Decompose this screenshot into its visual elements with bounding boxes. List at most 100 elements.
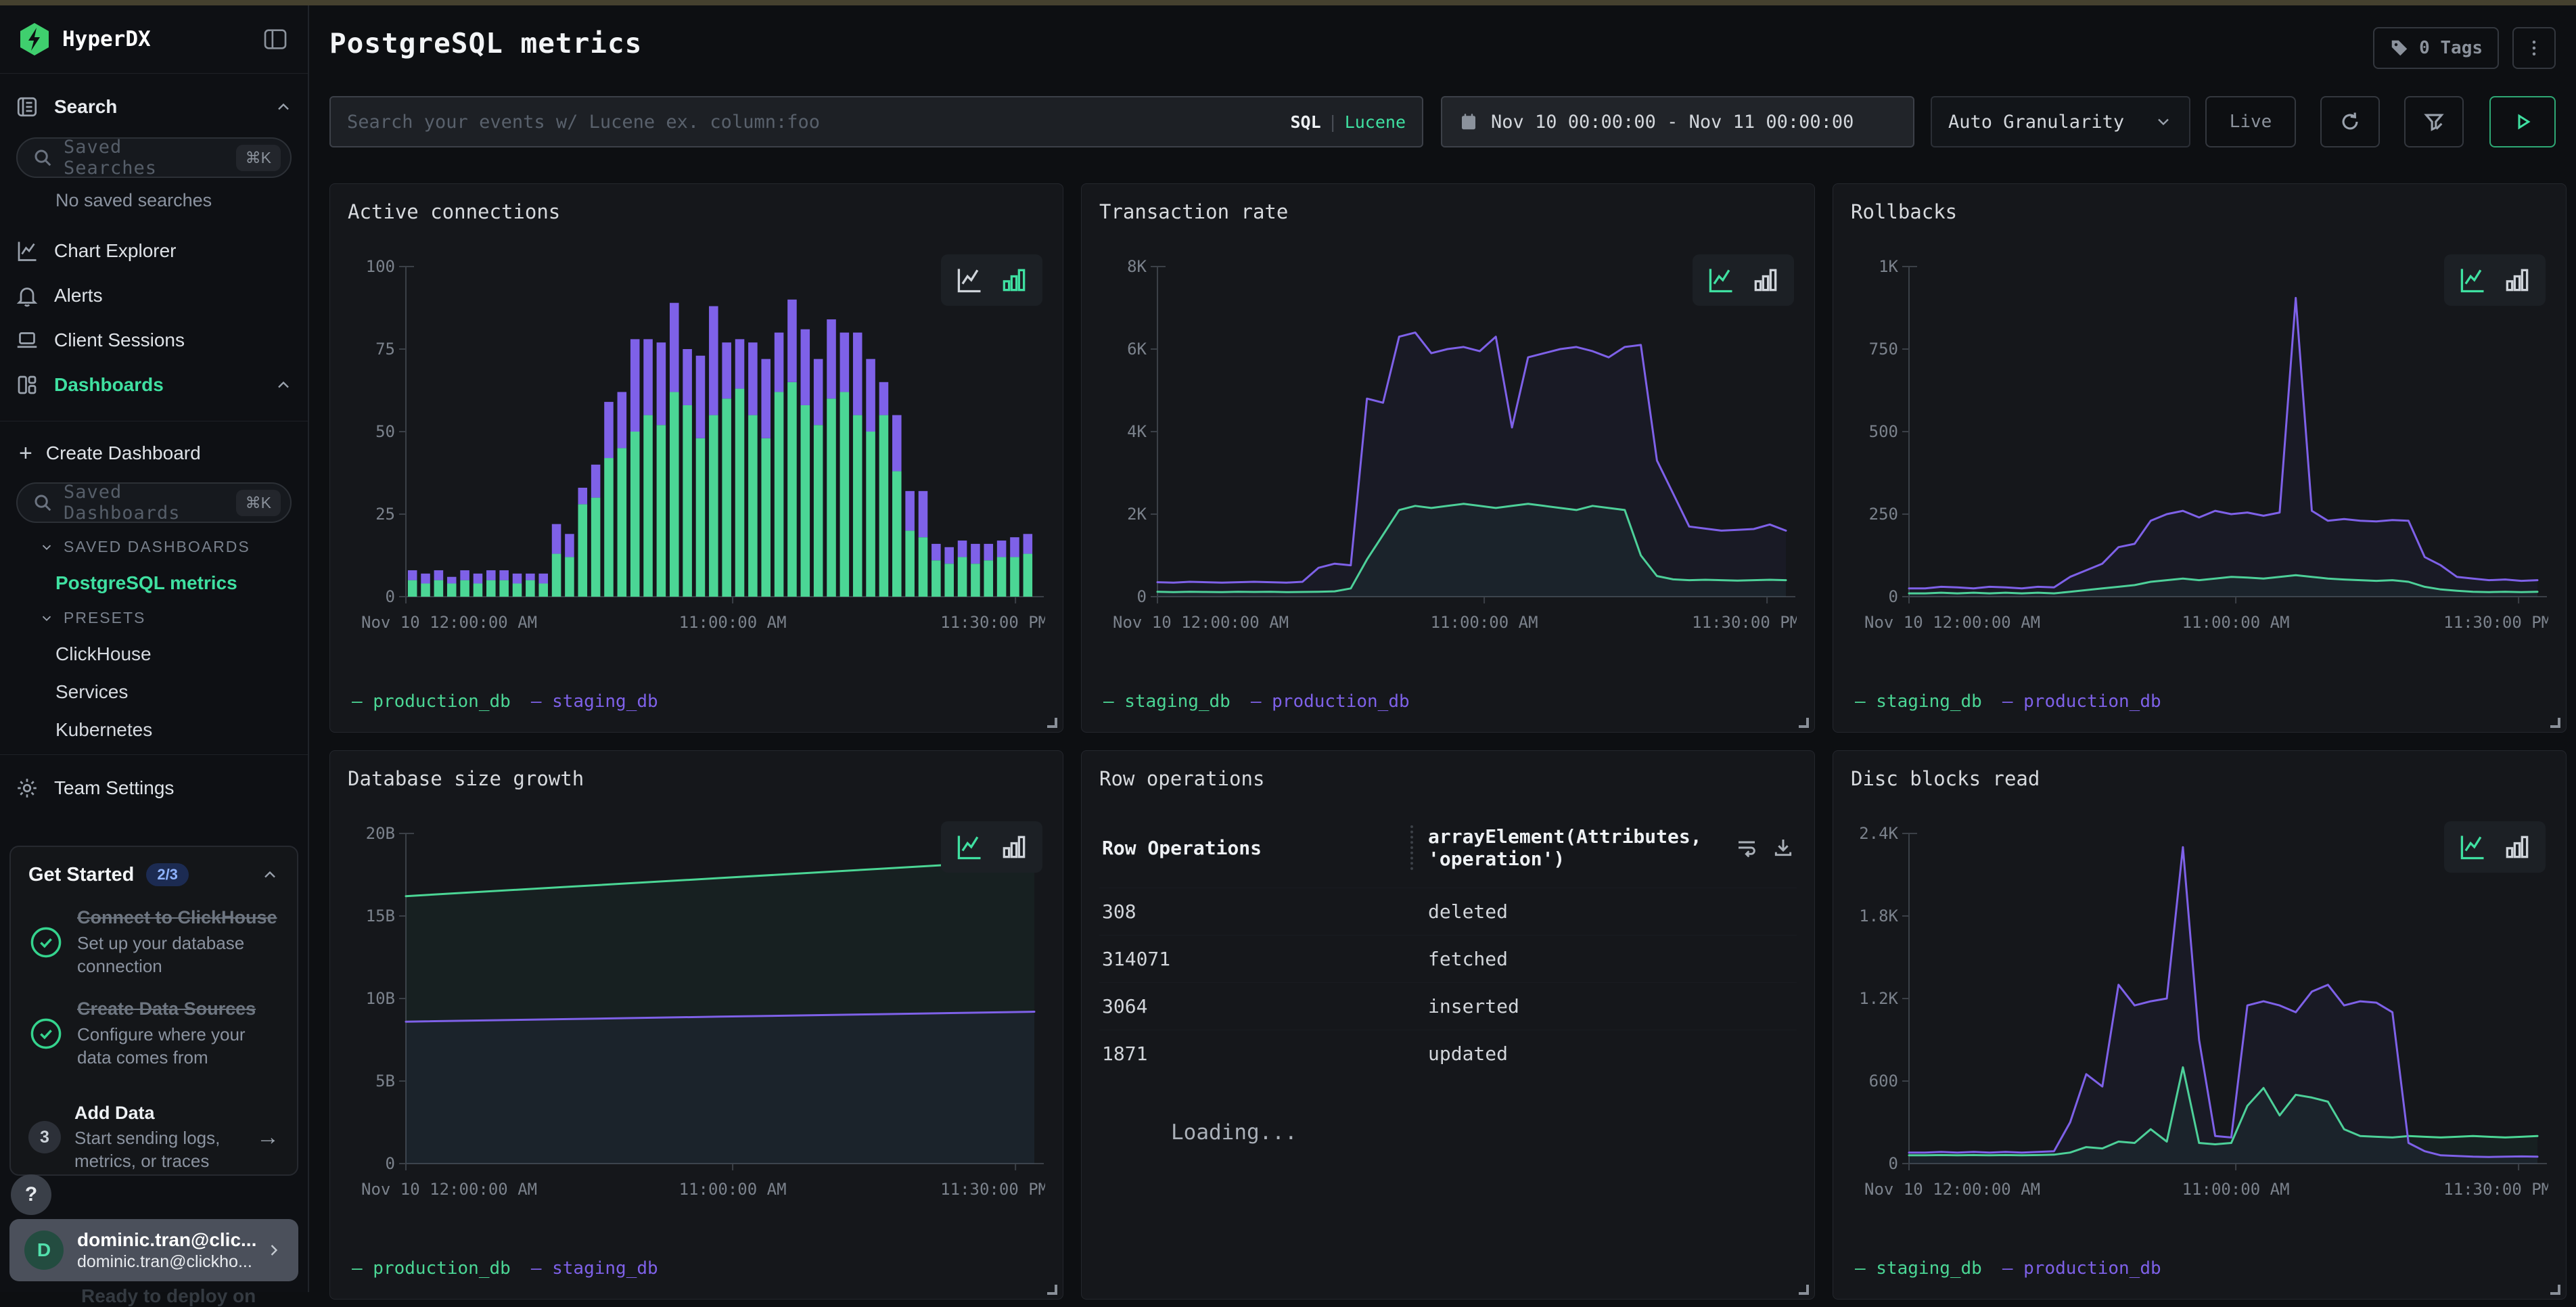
chart-type-toggle[interactable]: [2444, 821, 2546, 873]
filter-edit-icon: [2424, 114, 2444, 131]
run-query-button[interactable]: [2489, 96, 2556, 147]
create-dashboard-button[interactable]: + Create Dashboard: [19, 440, 201, 466]
svg-text:25: 25: [375, 505, 395, 524]
filter-button[interactable]: [2404, 96, 2464, 147]
line-chart-icon: [957, 835, 981, 860]
table-row[interactable]: 308 deleted: [1099, 888, 1797, 935]
resize-handle[interactable]: [1047, 1285, 1057, 1295]
chevron-up-icon: [278, 381, 289, 388]
sidebar-item-dashboards[interactable]: Dashboards: [15, 363, 293, 407]
table-row[interactable]: 3064 inserted: [1099, 982, 1797, 1030]
table-column-header[interactable]: Row Operations: [1102, 836, 1262, 859]
chart-type-toggle[interactable]: [1693, 254, 1794, 306]
live-button[interactable]: Live: [2205, 96, 2296, 147]
legend-item: — staging_db: [530, 691, 658, 712]
loading-indicator: Loading...: [1171, 1120, 1297, 1145]
saved-searches-input[interactable]: Saved Searches ⌘K: [16, 137, 292, 179]
gear-icon: [18, 779, 37, 798]
laptop-icon: [17, 332, 37, 348]
resize-handle[interactable]: [2550, 718, 2560, 728]
svg-text:11:00:00 AM: 11:00:00 AM: [679, 1180, 787, 1199]
resize-handle[interactable]: [1799, 1285, 1809, 1295]
svg-text:5B: 5B: [375, 1072, 395, 1091]
get-started-step-add-data[interactable]: 3 Add Data Start sending logs, metrics, …: [28, 1102, 279, 1173]
table-row[interactable]: 1871 updated: [1099, 1030, 1797, 1077]
event-search-input[interactable]: Search your events w/ Lucene ex. column:…: [329, 96, 1423, 147]
bell-icon: [16, 288, 38, 307]
chart-type-toggle[interactable]: [941, 821, 1042, 873]
preset-item-clickhouse[interactable]: ClickHouse: [55, 643, 152, 664]
resize-handle[interactable]: [2550, 1285, 2560, 1295]
sidebar-collapse-icon[interactable]: [262, 26, 289, 53]
svg-text:1.2K: 1.2K: [1859, 989, 1898, 1008]
get-started-step-connect[interactable]: Connect to ClickHouse Set up your databa…: [28, 907, 279, 978]
tags-button[interactable]: 0 Tags: [2373, 27, 2499, 69]
preset-item-kubernetes[interactable]: Kubernetes: [55, 719, 153, 740]
legend-item: — production_db: [1250, 691, 1410, 712]
get-started-step-sources[interactable]: Create Data Sources Configure where your…: [28, 998, 279, 1069]
preset-item-services[interactable]: Services: [55, 681, 129, 702]
resize-handle[interactable]: [1047, 718, 1057, 728]
kebab-menu-icon: [2532, 41, 2536, 55]
sidebar-item-chart-explorer[interactable]: Chart Explorer: [15, 229, 293, 273]
chart-type-toggle[interactable]: [941, 254, 1042, 306]
dashboard-item-postgresql-metrics[interactable]: PostgreSQL metrics: [55, 572, 237, 593]
sidebar-item-search[interactable]: Search: [15, 85, 293, 129]
chart-legend: — staging_db — production_db: [1851, 691, 2548, 716]
page-title: PostgreSQL metrics: [329, 27, 643, 60]
chart-explorer-icon: [18, 242, 37, 261]
panel-disc-blocks-read: Disc blocks read 2.4K 1.8K 1.2K 600 0 Nov 10 …: [1833, 750, 2567, 1300]
svg-text:15B: 15B: [366, 907, 395, 925]
step-number-badge: 3: [28, 1121, 61, 1154]
sidebar-item-alerts[interactable]: Alerts: [15, 273, 293, 318]
section-saved-dashboards[interactable]: SAVED DASHBOARDS: [39, 538, 293, 556]
sidebar-item-team-settings[interactable]: Team Settings: [15, 766, 293, 810]
chart-plot: 8K 6K 4K 2K 0 Nov 10 12:00:00 AM 11:00:00 AM 11…: [1113, 257, 1797, 632]
bar-chart-icon: [1003, 835, 1026, 858]
get-started-header[interactable]: Get Started 2/3: [28, 863, 279, 886]
legend-item: — production_db: [2002, 691, 2161, 712]
play-icon: [2518, 114, 2531, 130]
refresh-button[interactable]: [2320, 96, 2380, 147]
saved-dashboards-input[interactable]: Saved Dashboards ⌘K: [16, 482, 292, 524]
more-options-button[interactable]: [2512, 27, 2556, 69]
chart-title: Rollbacks: [1851, 200, 1958, 223]
svg-text:Nov 10 12:00:00 AM: Nov 10 12:00:00 AM: [361, 1180, 537, 1199]
check-circle-icon: [30, 927, 62, 957]
help-button[interactable]: ?: [11, 1174, 51, 1215]
panel-transaction-rate: Transaction rate 8K 6K 4K 2K 0 Nov 10 12:00:0…: [1081, 183, 1815, 733]
chart-legend: — production_db — staging_db: [348, 691, 1045, 716]
svg-text:100: 100: [366, 257, 395, 276]
line-chart-icon: [957, 269, 981, 293]
chart-type-toggle[interactable]: [2444, 254, 2546, 306]
time-range-picker[interactable]: Nov 10 00:00:00 - Nov 11 00:00:00: [1441, 96, 1914, 147]
dashboard-grid: Active connections 100 75 50 25 0 Nov 10 12:0…: [329, 183, 2567, 1300]
wrap-text-icon[interactable]: [1736, 837, 1757, 858]
search-logs-icon: [17, 97, 37, 117]
svg-text:10B: 10B: [366, 989, 395, 1008]
svg-text:Nov 10 12:00:00 AM: Nov 10 12:00:00 AM: [1864, 1180, 2040, 1199]
mode-sql-toggle[interactable]: SQL: [1290, 112, 1321, 132]
refresh-icon: [2342, 112, 2358, 130]
svg-text:4K: 4K: [1127, 422, 1147, 441]
svg-text:750: 750: [1869, 340, 1898, 359]
legend-item: — staging_db: [1855, 1258, 1982, 1279]
table-row[interactable]: 314071 fetched: [1099, 935, 1797, 982]
section-presets[interactable]: PRESETS: [39, 609, 293, 627]
sidebar-item-client-sessions[interactable]: Client Sessions: [15, 318, 293, 363]
dashboards-icon: [18, 375, 37, 394]
divider: [0, 754, 308, 755]
chart-legend: — staging_db — production_db: [1851, 1258, 2548, 1283]
table-column-header[interactable]: arrayElement(Attributes, 'operation'): [1410, 825, 1736, 870]
svg-text:2K: 2K: [1127, 505, 1147, 524]
resize-handle[interactable]: [1799, 718, 1809, 728]
divider: [0, 73, 308, 74]
svg-text:600: 600: [1869, 1072, 1898, 1091]
user-profile[interactable]: D dominic.tran@clic... dominic.tran@clic…: [9, 1219, 298, 1281]
svg-text:0: 0: [1889, 587, 1898, 606]
svg-text:1.8K: 1.8K: [1859, 907, 1898, 925]
chart-legend: — staging_db — production_db: [1099, 691, 1797, 716]
download-icon[interactable]: [1772, 837, 1794, 858]
mode-lucene-toggle[interactable]: Lucene: [1344, 112, 1406, 132]
granularity-select[interactable]: Auto Granularity: [1931, 96, 2190, 147]
